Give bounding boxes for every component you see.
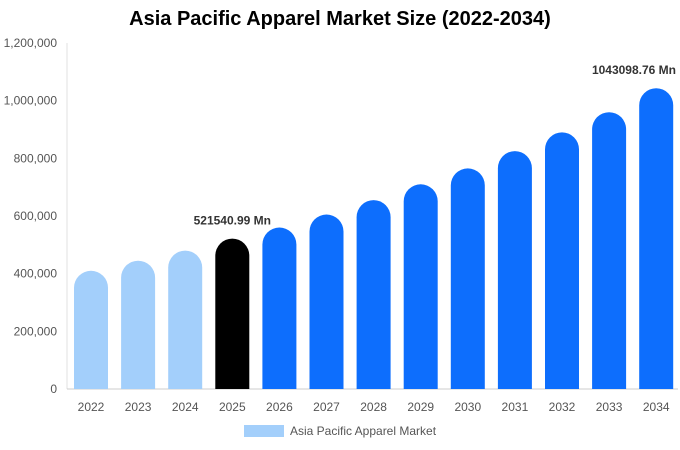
x-tick-label: 2027 bbox=[313, 400, 340, 414]
x-tick-label: 2033 bbox=[596, 400, 623, 414]
y-tick-label: 600,000 bbox=[14, 209, 58, 223]
bar-2032[interactable] bbox=[545, 132, 579, 389]
x-tick-label: 2030 bbox=[454, 400, 481, 414]
y-tick-label: 200,000 bbox=[14, 324, 58, 338]
bar-2034[interactable] bbox=[639, 88, 674, 389]
bar-2033[interactable] bbox=[592, 112, 627, 389]
bar-2028[interactable] bbox=[356, 200, 391, 389]
x-tick-label: 2022 bbox=[78, 400, 105, 414]
x-tick-label: 2031 bbox=[502, 400, 529, 414]
bar-2024[interactable] bbox=[168, 250, 203, 389]
x-tick-label: 2025 bbox=[219, 400, 246, 414]
legend-swatch bbox=[243, 425, 284, 437]
x-tick-label: 2029 bbox=[407, 400, 434, 414]
bar-2022[interactable] bbox=[74, 270, 108, 389]
legend-label: Asia Pacific Apparel Market bbox=[289, 424, 437, 438]
y-tick-label: 1,000,000 bbox=[4, 94, 58, 108]
bar-2031[interactable] bbox=[497, 151, 532, 389]
data-label: 1043098.76 Mn bbox=[592, 63, 676, 77]
bar-2030[interactable] bbox=[450, 168, 485, 389]
bar-2025[interactable] bbox=[215, 238, 250, 389]
chart-title: Asia Pacific Apparel Market Size (2022-2… bbox=[129, 8, 551, 30]
x-tick-label: 2032 bbox=[549, 400, 576, 414]
bar-2029[interactable] bbox=[403, 184, 438, 389]
y-tick-label: 800,000 bbox=[14, 151, 58, 165]
bar-2026[interactable] bbox=[262, 227, 297, 389]
x-tick-labels: 2022 2023 2024 2025 2026 2027 2028 2029 2030 2031… bbox=[78, 400, 670, 414]
bar-2023[interactable] bbox=[121, 260, 156, 389]
x-tick-label: 2023 bbox=[125, 400, 152, 414]
bars bbox=[74, 88, 674, 389]
y-tick-label: 1,200,000 bbox=[4, 36, 58, 50]
y-tick-labels: 0 200,000 400,000 600,000 800,000 1,000,000 1,… bbox=[4, 36, 58, 396]
y-tick-label: 400,000 bbox=[14, 267, 58, 281]
y-tick-label: 0 bbox=[50, 382, 57, 396]
x-tick-label: 2024 bbox=[172, 400, 199, 414]
x-tick-label: 2028 bbox=[360, 400, 387, 414]
x-tick-label: 2034 bbox=[643, 400, 670, 414]
legend[interactable]: Asia Pacific Apparel Market bbox=[0, 424, 680, 438]
data-label: 521540.99 Mn bbox=[194, 214, 271, 228]
x-tick-label: 2026 bbox=[266, 400, 293, 414]
bar-2027[interactable] bbox=[309, 214, 344, 389]
data-labels: 521540.99 Mn 1043098.76 Mn bbox=[194, 63, 676, 227]
